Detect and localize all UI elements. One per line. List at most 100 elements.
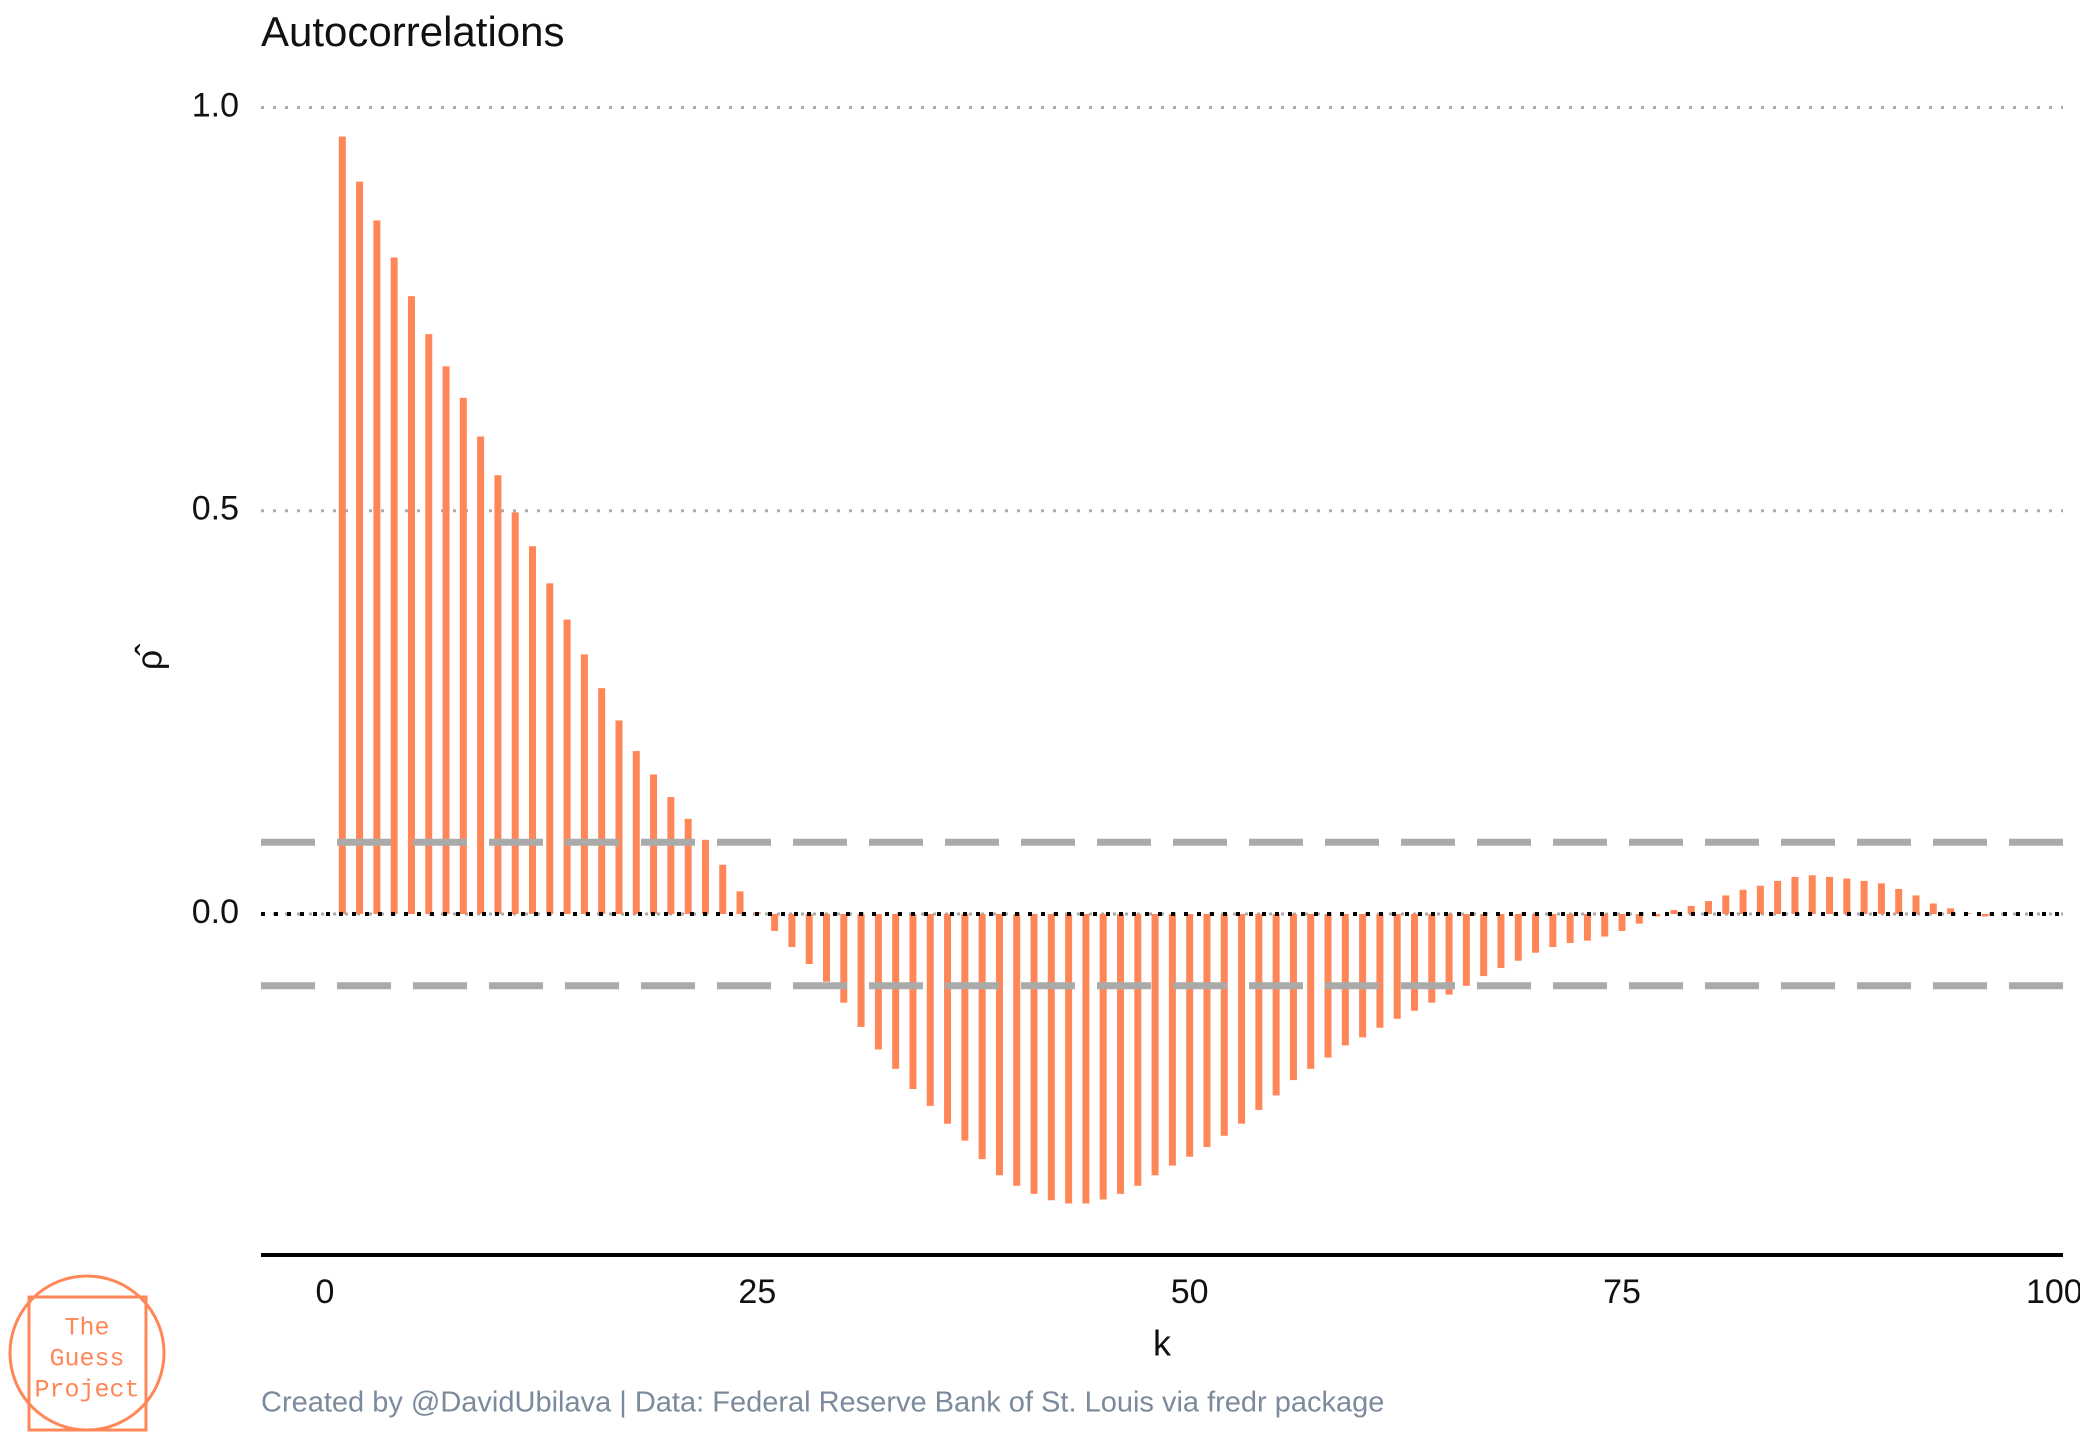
bar (1722, 895, 1730, 914)
bar (580, 654, 588, 914)
y-tick-label: 0.0 (192, 893, 239, 931)
bar (1826, 876, 1834, 914)
bar (1774, 880, 1782, 914)
bar (1082, 913, 1090, 1204)
bar (1618, 913, 1626, 931)
bar (1255, 913, 1263, 1110)
bar (1480, 913, 1488, 977)
x-tick-label: 75 (1603, 1273, 1641, 1311)
bar (1168, 913, 1176, 1166)
bar (1687, 905, 1695, 914)
bar (961, 913, 969, 1141)
bar (546, 583, 554, 914)
bar (1653, 913, 1661, 917)
bar (1186, 913, 1194, 1157)
bar (407, 296, 415, 914)
bar (1583, 913, 1591, 941)
bar (978, 913, 986, 1160)
bar (1428, 913, 1436, 1003)
bar (944, 913, 952, 1124)
bar (874, 913, 882, 1050)
bar (805, 913, 813, 964)
bar (1704, 901, 1712, 914)
bar (684, 818, 692, 914)
bar (390, 257, 398, 914)
chart-title: Autocorrelations (261, 8, 565, 55)
bar (1877, 883, 1885, 914)
y-axis-label: ρ̂ (129, 644, 170, 670)
bar (1860, 880, 1868, 914)
bar (442, 366, 450, 914)
bar (1791, 876, 1799, 914)
bar (1376, 913, 1384, 1028)
bar (598, 688, 606, 914)
bar (1134, 913, 1142, 1186)
logo-text: Guess (49, 1345, 124, 1374)
bar (1445, 913, 1453, 995)
bar (1151, 913, 1159, 1176)
bar (788, 913, 796, 948)
bar (632, 751, 640, 914)
logo-text: The (64, 1314, 109, 1343)
bar (1065, 913, 1073, 1204)
x-tick-label: 100 (2026, 1273, 2080, 1311)
bar (1635, 913, 1643, 924)
bar (1238, 913, 1246, 1124)
bar (1947, 908, 1955, 914)
bar (1497, 913, 1505, 969)
bar (909, 913, 917, 1089)
bar (1030, 913, 1038, 1194)
bar (1601, 913, 1609, 937)
bar (1912, 895, 1920, 914)
bar (1341, 913, 1349, 1046)
bar (857, 913, 865, 1027)
bar (425, 334, 433, 914)
bar (373, 220, 381, 914)
bar (1220, 913, 1228, 1136)
bar (1981, 913, 1989, 917)
bar (1756, 885, 1764, 914)
bar (1272, 913, 1280, 1096)
bar (995, 913, 1003, 1176)
bar (338, 136, 346, 914)
bar (1670, 909, 1678, 914)
bar (1047, 913, 1055, 1201)
x-tick-label: 25 (738, 1273, 776, 1311)
bar (1203, 913, 1211, 1148)
bar (615, 720, 623, 914)
caption: Created by @DavidUbilava | Data: Federal… (261, 1387, 1384, 1419)
bar (1099, 913, 1107, 1200)
x-axis-label: k (1153, 1323, 1172, 1364)
bar (1532, 913, 1540, 953)
bar (1307, 913, 1315, 1069)
bar (771, 913, 779, 931)
bar (1359, 913, 1367, 1038)
bar (511, 512, 519, 914)
bar (840, 913, 848, 1003)
bar (1808, 875, 1816, 914)
bar (494, 475, 502, 914)
bar (1895, 888, 1903, 914)
bar (1116, 913, 1124, 1194)
bar (1566, 913, 1574, 944)
bar (926, 913, 934, 1106)
bar (736, 891, 744, 914)
bar (459, 397, 467, 914)
x-tick-label: 0 (316, 1273, 335, 1311)
logo-square (27, 1295, 148, 1432)
bar (823, 913, 831, 982)
bar (892, 913, 900, 1069)
bar (356, 181, 364, 914)
bar (1843, 878, 1851, 914)
bar (477, 436, 485, 914)
logo-text: Project (34, 1376, 139, 1405)
bar (1410, 913, 1418, 1011)
bar (1549, 913, 1557, 948)
y-tick-label: 0.5 (192, 490, 239, 528)
bar (1013, 913, 1021, 1186)
bar (667, 797, 675, 914)
y-tick-label: 1.0 (192, 86, 239, 124)
bar (563, 619, 571, 914)
x-tick-label: 50 (1171, 1273, 1209, 1311)
